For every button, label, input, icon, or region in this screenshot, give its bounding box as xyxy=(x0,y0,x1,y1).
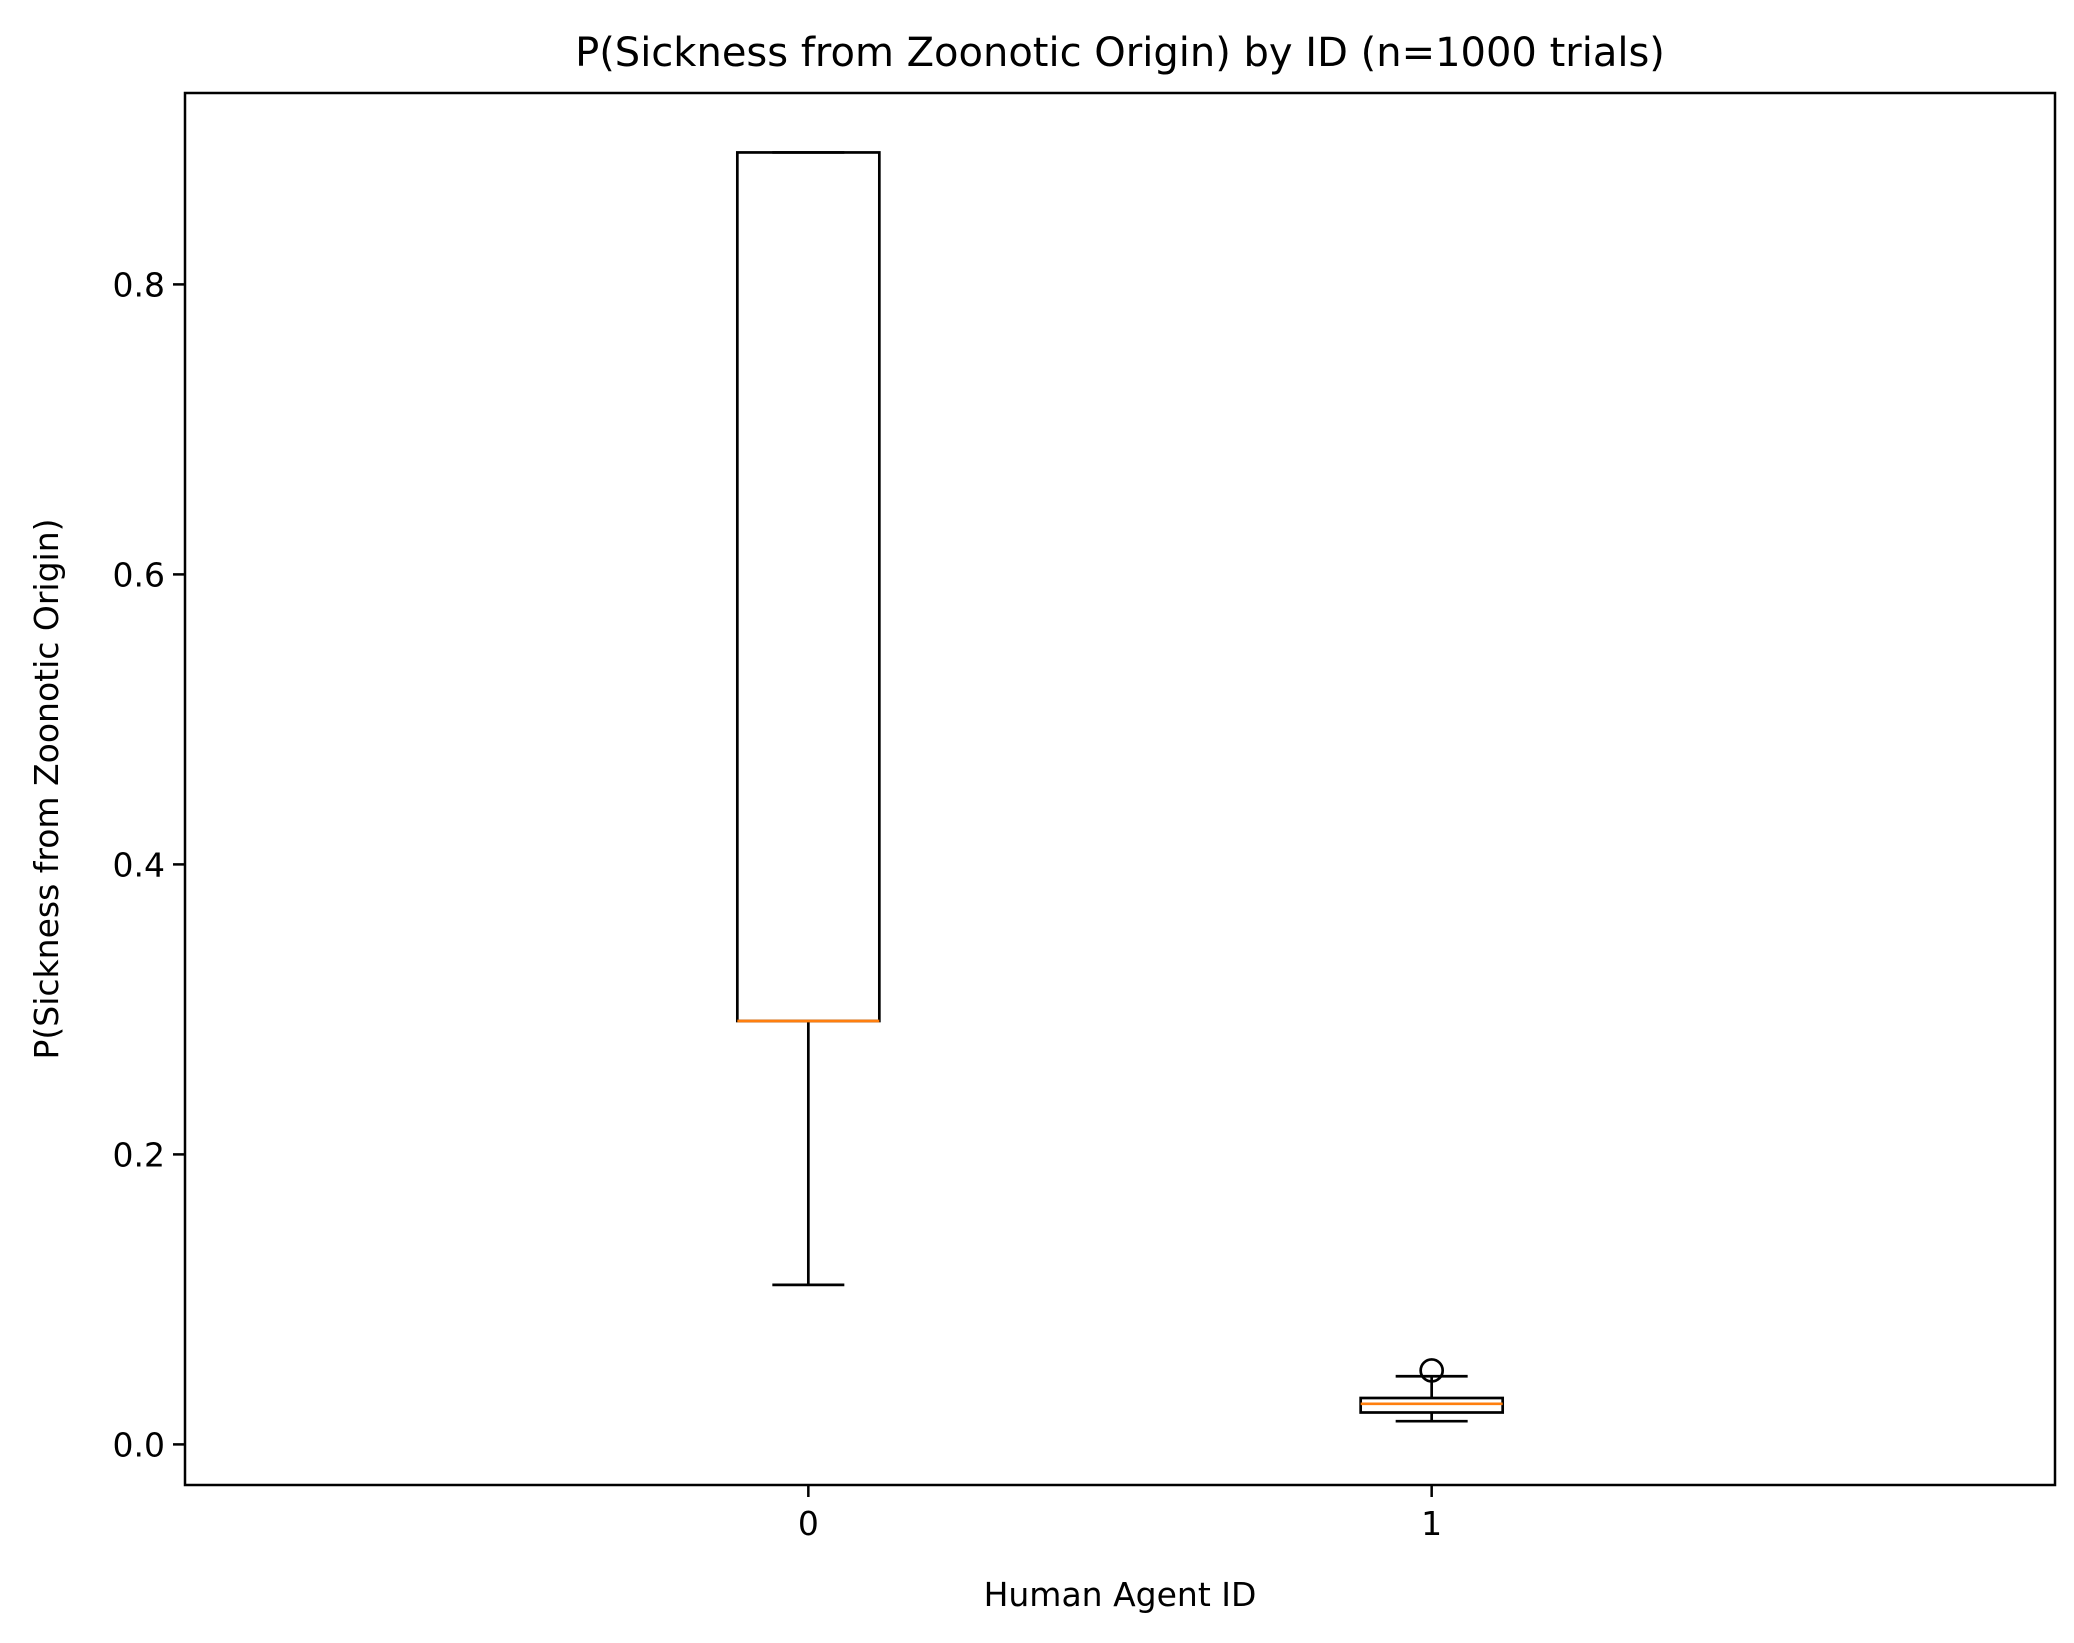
chart-marks: 0.0 0.2 0.4 0.6 0.8 0 1 xyxy=(113,151,1505,1543)
outlier-point xyxy=(1419,1358,1445,1383)
x-axis-label: Human Agent ID xyxy=(984,1575,1257,1614)
y-tick-label: 0.2 xyxy=(113,1135,165,1174)
x-tick-label: 0 xyxy=(798,1504,819,1543)
y-axis-label: P(Sickness from Zoonotic Origin) xyxy=(27,519,66,1060)
chart-title: P(Sickness from Zoonotic Origin) by ID (… xyxy=(575,30,1665,76)
plot-frame xyxy=(183,91,2057,1487)
y-tick-label: 0.6 xyxy=(113,555,165,594)
box-0 xyxy=(735,151,881,1023)
y-tick-label: 0.8 xyxy=(113,265,165,304)
x-tick-label: 1 xyxy=(1421,1504,1442,1543)
y-tick-label: 0.0 xyxy=(113,1425,165,1464)
box-1 xyxy=(1359,1396,1505,1414)
y-tick-label: 0.4 xyxy=(113,845,165,884)
